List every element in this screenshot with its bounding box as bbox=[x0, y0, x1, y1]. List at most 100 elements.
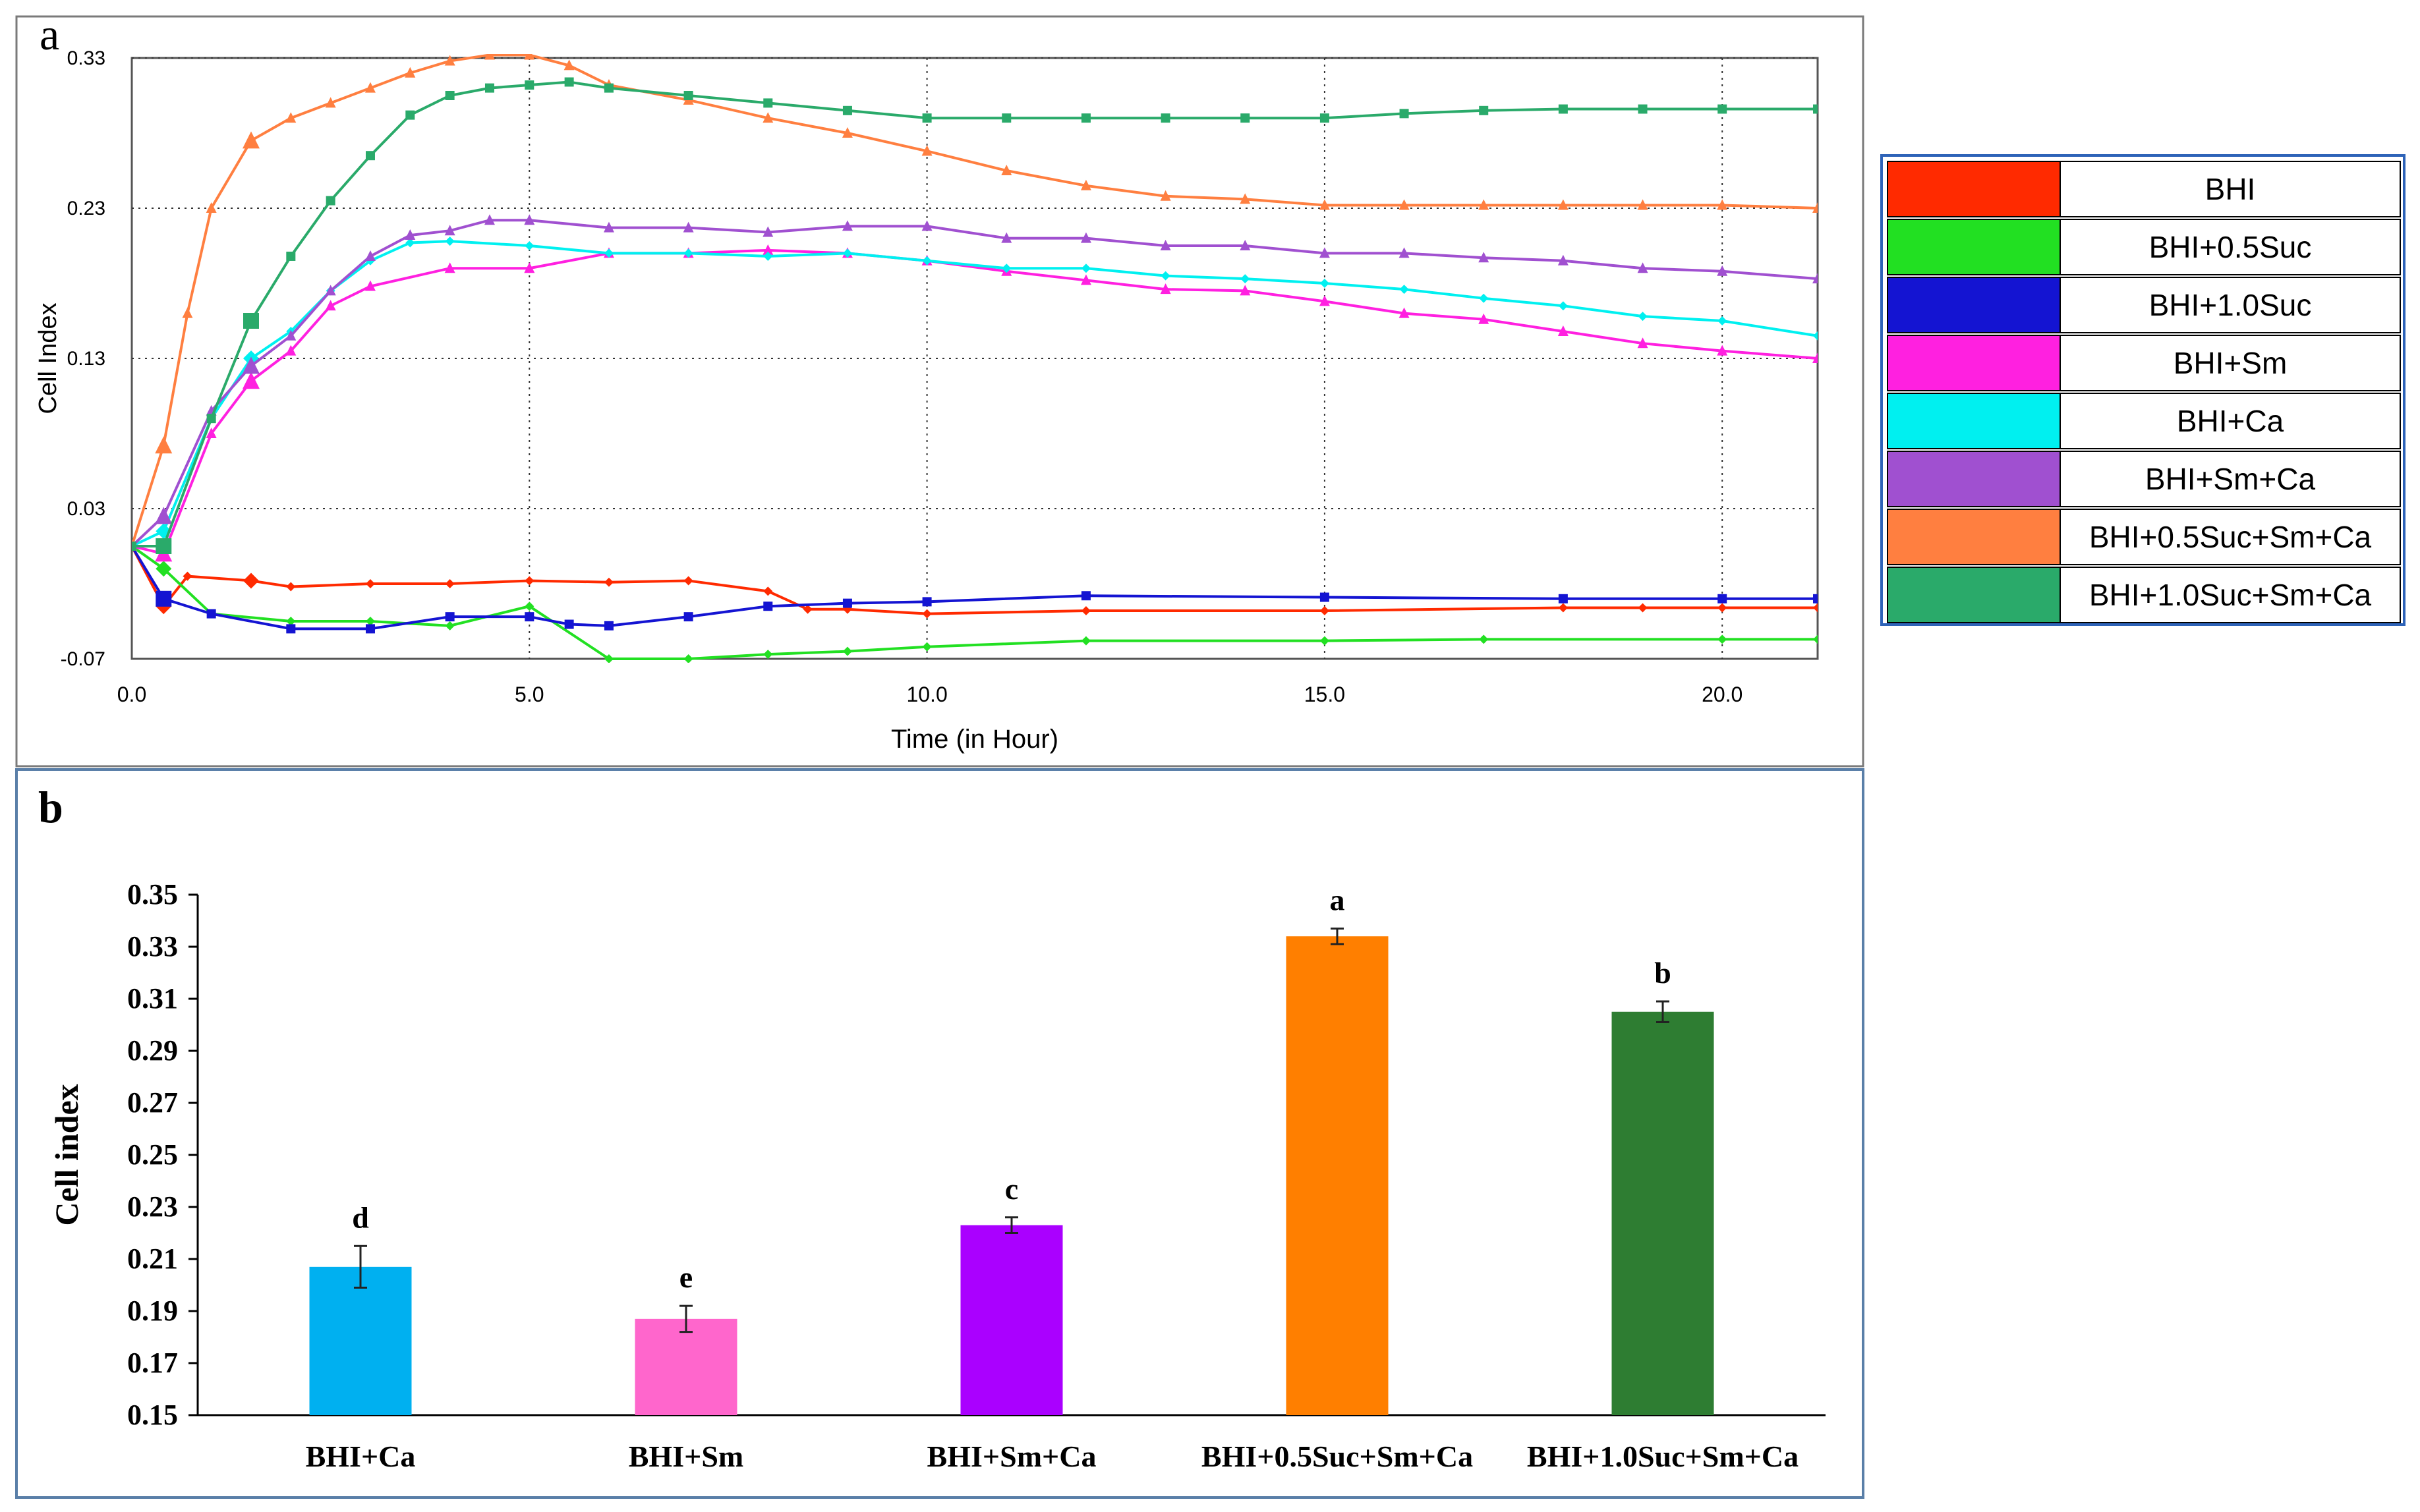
data-point bbox=[156, 561, 172, 577]
x-tick-label: 10.0 bbox=[906, 683, 947, 706]
data-point bbox=[243, 313, 259, 329]
legend-label: BHI bbox=[2204, 172, 2256, 206]
line-chart: 0.33 0.23 0.13 0.03 -0.07 0.0 5.0 10.0 15.0 20.0 T… bbox=[34, 47, 1819, 754]
legend-label: BHI+Ca bbox=[2176, 404, 2284, 438]
y-tick-label: 0.13 bbox=[67, 348, 105, 370]
data-point bbox=[683, 576, 693, 586]
data-point bbox=[364, 280, 376, 291]
data-point bbox=[1558, 104, 1568, 114]
data-point bbox=[156, 523, 172, 540]
series-bhi-sm-ca bbox=[132, 214, 1818, 551]
data-point bbox=[763, 112, 774, 123]
data-point bbox=[763, 251, 773, 261]
data-point bbox=[564, 619, 574, 629]
legend-swatch bbox=[1888, 510, 2061, 564]
data-point bbox=[1478, 313, 1489, 324]
data-point bbox=[604, 248, 614, 258]
data-point bbox=[1240, 113, 1250, 123]
data-point bbox=[1637, 262, 1648, 273]
data-point bbox=[1479, 105, 1489, 115]
data-point bbox=[1240, 240, 1251, 250]
data-point bbox=[1081, 636, 1091, 646]
data-point bbox=[604, 654, 614, 663]
y-tick-label: 0.33 bbox=[127, 930, 178, 963]
data-point bbox=[1319, 113, 1329, 123]
data-point bbox=[1812, 352, 1818, 363]
data-point bbox=[405, 110, 415, 120]
data-point bbox=[445, 91, 455, 100]
y-axis-label: Cell Index bbox=[34, 303, 62, 414]
data-point bbox=[1161, 271, 1170, 281]
data-point bbox=[922, 609, 932, 619]
data-point bbox=[763, 650, 773, 659]
y-tick-label: 0.35 bbox=[127, 878, 178, 910]
data-point bbox=[922, 642, 932, 652]
data-point bbox=[922, 256, 932, 266]
data-point bbox=[365, 624, 375, 634]
data-point bbox=[155, 507, 173, 524]
x-tick-label: 5.0 bbox=[515, 683, 544, 706]
data-point bbox=[1319, 199, 1330, 210]
y-tick-label: 0.17 bbox=[127, 1347, 178, 1379]
data-point bbox=[1240, 193, 1251, 204]
data-point bbox=[921, 220, 933, 231]
data-point bbox=[524, 214, 535, 225]
data-point bbox=[405, 229, 416, 240]
category-label: BHI+Sm bbox=[629, 1440, 743, 1473]
data-point bbox=[484, 214, 495, 225]
legend-swatch bbox=[1888, 394, 2061, 448]
data-point bbox=[1319, 279, 1329, 288]
legend-label: BHI+Sm+Ca bbox=[2145, 462, 2316, 496]
category-label: BHI+Sm+Ca bbox=[927, 1440, 1097, 1473]
data-point bbox=[1557, 325, 1569, 336]
legend-item: BHI bbox=[1887, 161, 2401, 217]
data-point bbox=[763, 98, 773, 108]
y-tick-label: 0.23 bbox=[127, 1190, 178, 1223]
significance-letter: c bbox=[1005, 1172, 1018, 1206]
data-point bbox=[484, 83, 494, 93]
legend-item: BHI+0.5Suc+Sm+Ca bbox=[1887, 509, 2401, 565]
data-point bbox=[1319, 247, 1330, 258]
data-point bbox=[286, 582, 296, 592]
data-point bbox=[1398, 247, 1410, 258]
x-tick-label: 15.0 bbox=[1304, 683, 1345, 706]
category-label: BHI+0.5Suc+Sm+Ca bbox=[1201, 1440, 1473, 1473]
y-tick-label: 0.23 bbox=[67, 198, 105, 219]
data-point bbox=[1717, 594, 1727, 603]
y-tick-label: 0.33 bbox=[67, 47, 105, 69]
data-point bbox=[525, 241, 534, 250]
data-point bbox=[1638, 312, 1648, 322]
legend-item: BHI+0.5Suc bbox=[1887, 219, 2401, 275]
data-point bbox=[1638, 104, 1648, 114]
data-point bbox=[525, 602, 534, 611]
series-bhi-ca bbox=[132, 237, 1818, 551]
significance-letter: b bbox=[1654, 956, 1671, 990]
legend: BHI BHI+0.5Suc BHI+1.0Suc BHI+Sm BHI+Ca … bbox=[1880, 154, 2406, 626]
y-tick-label: 0.15 bbox=[127, 1399, 178, 1431]
data-point bbox=[1002, 264, 1012, 273]
data-point bbox=[842, 248, 852, 258]
data-point bbox=[242, 372, 260, 389]
data-point bbox=[1557, 254, 1569, 266]
data-point bbox=[1638, 603, 1648, 613]
series-line bbox=[132, 545, 1818, 630]
legend-label: BHI+1.0Suc bbox=[2148, 288, 2312, 322]
data-point bbox=[155, 436, 173, 454]
data-point bbox=[1558, 301, 1568, 311]
data-point bbox=[763, 602, 773, 611]
x-axis-label: Time (in Hour) bbox=[891, 725, 1058, 754]
data-point bbox=[1002, 113, 1012, 123]
data-point bbox=[922, 597, 932, 607]
bar bbox=[960, 1225, 1063, 1415]
data-point bbox=[325, 285, 336, 296]
panel-b-label: b bbox=[38, 782, 63, 832]
data-point bbox=[1161, 113, 1170, 123]
data-point bbox=[242, 131, 260, 149]
data-point bbox=[132, 542, 136, 551]
data-point bbox=[285, 329, 297, 341]
data-point bbox=[1160, 240, 1171, 250]
legend-label: BHI+1.0Suc+Sm+Ca bbox=[2089, 578, 2372, 612]
data-point bbox=[1001, 165, 1012, 175]
data-point bbox=[1637, 199, 1648, 210]
data-point bbox=[525, 80, 534, 90]
